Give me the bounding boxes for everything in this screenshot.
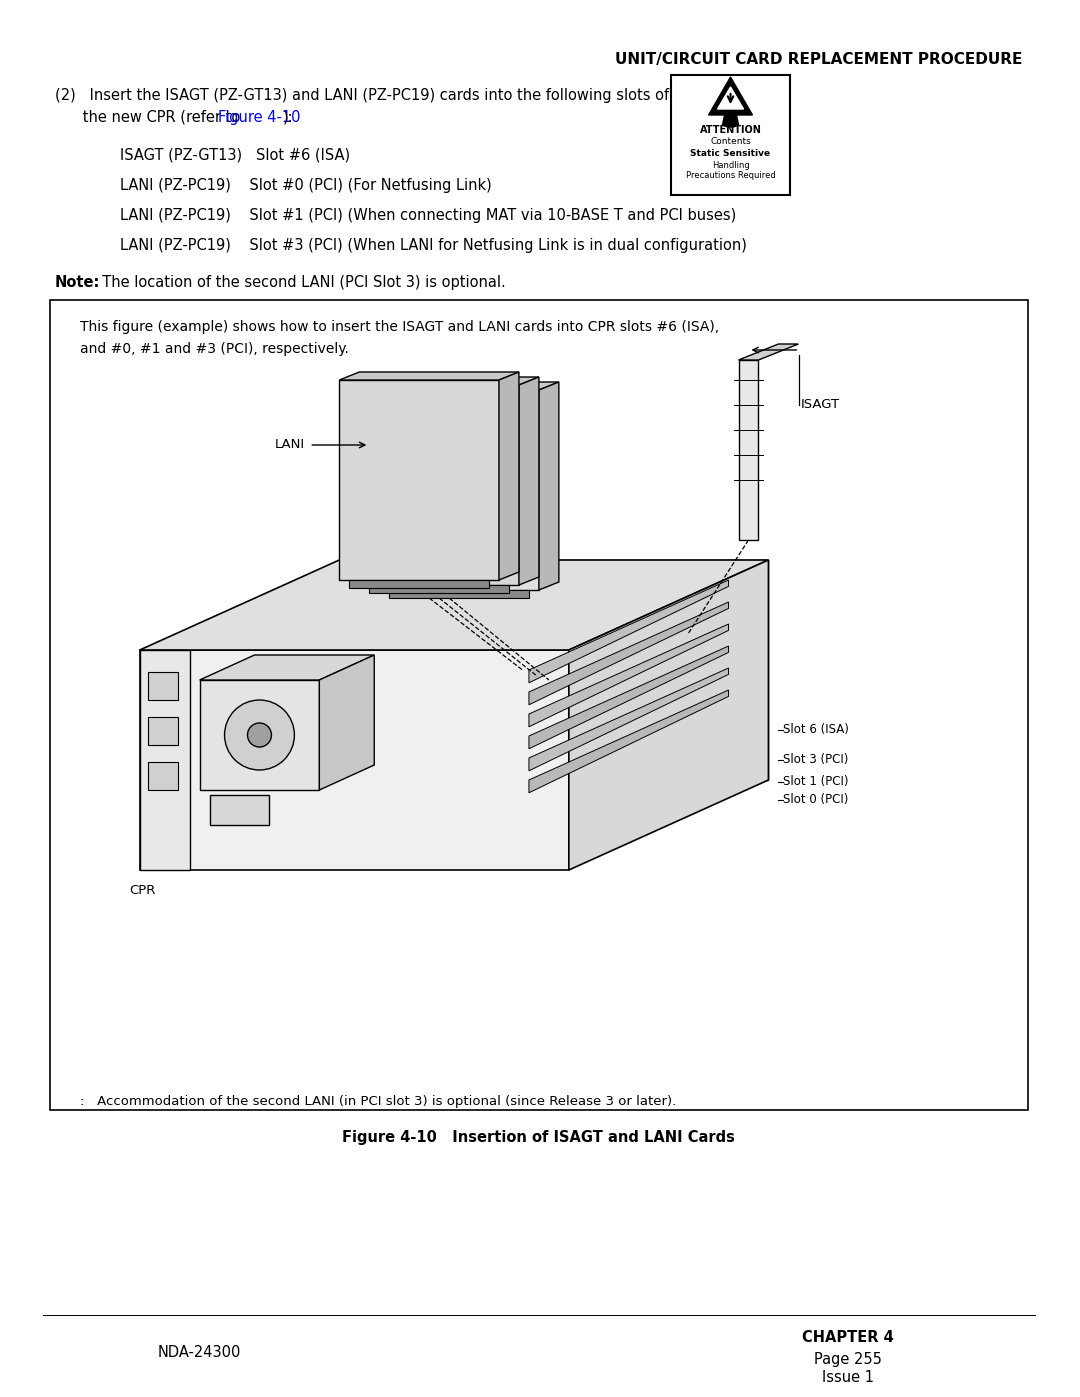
- Bar: [139, 650, 190, 870]
- Polygon shape: [529, 624, 729, 726]
- Text: ATTENTION: ATTENTION: [700, 124, 761, 136]
- Text: and #0, #1 and #3 (PCI), respectively.: and #0, #1 and #3 (PCI), respectively.: [80, 342, 349, 356]
- Text: ISAGT: ISAGT: [800, 398, 839, 412]
- Text: Slot 1 (PCI): Slot 1 (PCI): [783, 775, 849, 788]
- Polygon shape: [529, 668, 729, 771]
- Polygon shape: [360, 377, 539, 386]
- Bar: [50, 300, 1028, 1111]
- Text: (2)   Insert the ISAGT (PZ-GT13) and LANI (PZ-PC19) cards into the following slo: (2) Insert the ISAGT (PZ-GT13) and LANI …: [55, 88, 669, 103]
- Polygon shape: [200, 655, 375, 680]
- Text: The location of the second LANI (PCI Slot 3) is optional.: The location of the second LANI (PCI Slo…: [93, 275, 505, 291]
- Text: Slot 0 (PCI): Slot 0 (PCI): [783, 793, 849, 806]
- Text: Static Sensitive: Static Sensitive: [690, 149, 770, 158]
- Circle shape: [247, 724, 271, 747]
- Text: NDA-24300: NDA-24300: [158, 1345, 241, 1361]
- Text: Slot 6 (ISA): Slot 6 (ISA): [783, 724, 849, 736]
- Polygon shape: [529, 690, 729, 793]
- Bar: [349, 580, 489, 588]
- Polygon shape: [339, 560, 769, 780]
- Text: :   Accommodation of the second LANI (in PCI slot 3) is optional (since Release : : Accommodation of the second LANI (in P…: [80, 1095, 676, 1108]
- Text: Issue 1: Issue 1: [822, 1370, 875, 1384]
- Text: Note:: Note:: [55, 275, 100, 291]
- Text: Slot 3 (PCI): Slot 3 (PCI): [783, 753, 849, 767]
- Text: Handling: Handling: [712, 161, 750, 170]
- Text: LANI: LANI: [274, 439, 305, 451]
- Text: LANI (PZ-PC19)    Slot #0 (PCI) (For Netfusing Link): LANI (PZ-PC19) Slot #0 (PCI) (For Netfus…: [120, 177, 491, 193]
- Text: LANI (PZ-PC19)    Slot #3 (PCI) (When LANI for Netfusing Link is in dual configu: LANI (PZ-PC19) Slot #3 (PCI) (When LANI …: [120, 237, 746, 253]
- Polygon shape: [320, 655, 375, 789]
- Text: ISAGT (PZ-GT13)   Slot #6 (ISA): ISAGT (PZ-GT13) Slot #6 (ISA): [120, 148, 350, 163]
- Polygon shape: [379, 381, 558, 390]
- Polygon shape: [139, 560, 769, 650]
- Bar: [148, 717, 177, 745]
- Text: LANI (PZ-PC19)    Slot #1 (PCI) (When connecting MAT via 10-BASE T and PCI buses: LANI (PZ-PC19) Slot #1 (PCI) (When conne…: [120, 208, 735, 224]
- Polygon shape: [519, 377, 539, 585]
- Text: This figure (example) shows how to insert the ISAGT and LANI cards into CPR slot: This figure (example) shows how to inser…: [80, 320, 719, 334]
- Polygon shape: [723, 115, 739, 127]
- Text: Page 255: Page 255: [814, 1352, 882, 1368]
- Text: CPR: CPR: [130, 883, 157, 897]
- Bar: [671, 75, 791, 196]
- Bar: [148, 672, 177, 700]
- Polygon shape: [708, 77, 753, 115]
- Polygon shape: [739, 344, 798, 360]
- Polygon shape: [379, 390, 539, 590]
- Polygon shape: [539, 381, 558, 590]
- Text: Contents: Contents: [711, 137, 751, 147]
- Polygon shape: [529, 645, 729, 749]
- Polygon shape: [339, 372, 519, 380]
- Polygon shape: [717, 87, 743, 109]
- Polygon shape: [360, 386, 519, 585]
- Polygon shape: [529, 602, 729, 705]
- Text: the new CPR (refer to: the new CPR (refer to: [55, 110, 245, 124]
- Polygon shape: [529, 580, 729, 683]
- Text: ):: ):: [283, 110, 293, 124]
- Bar: [148, 761, 177, 789]
- Text: Figure 4-10: Figure 4-10: [218, 110, 301, 124]
- Bar: [389, 590, 529, 598]
- Polygon shape: [200, 680, 320, 789]
- Text: CHAPTER 4: CHAPTER 4: [802, 1330, 894, 1345]
- Polygon shape: [139, 650, 569, 870]
- Polygon shape: [499, 372, 519, 580]
- Text: Precautions Required: Precautions Required: [686, 170, 775, 180]
- Text: UNIT/CIRCUIT CARD REPLACEMENT PROCEDURE: UNIT/CIRCUIT CARD REPLACEMENT PROCEDURE: [615, 52, 1022, 67]
- Circle shape: [225, 700, 295, 770]
- Polygon shape: [569, 560, 769, 870]
- Text: Figure 4-10   Insertion of ISAGT and LANI Cards: Figure 4-10 Insertion of ISAGT and LANI …: [342, 1130, 735, 1146]
- Polygon shape: [339, 380, 499, 580]
- Polygon shape: [210, 795, 269, 826]
- Polygon shape: [739, 360, 758, 541]
- Bar: [369, 585, 509, 592]
